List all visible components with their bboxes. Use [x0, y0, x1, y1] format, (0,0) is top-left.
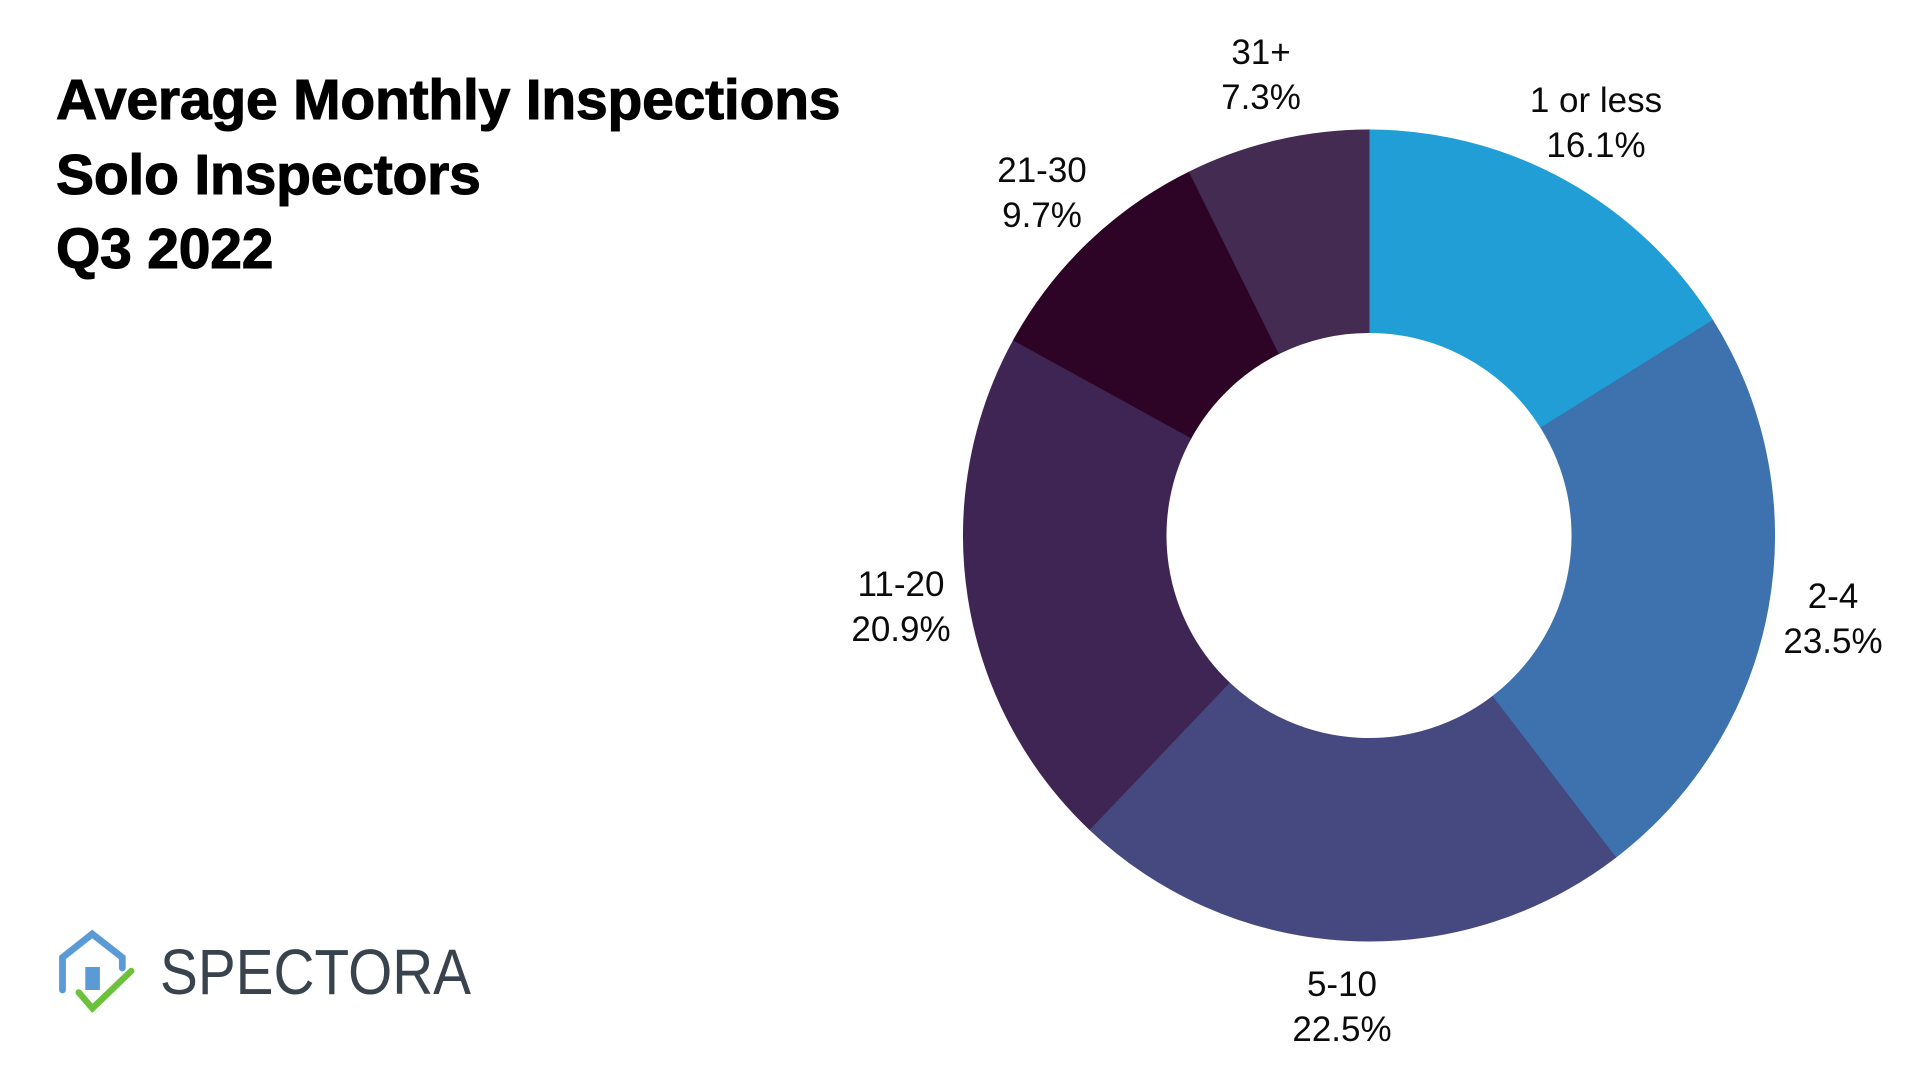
svg-text:SPECTORA: SPECTORA — [160, 936, 471, 1008]
